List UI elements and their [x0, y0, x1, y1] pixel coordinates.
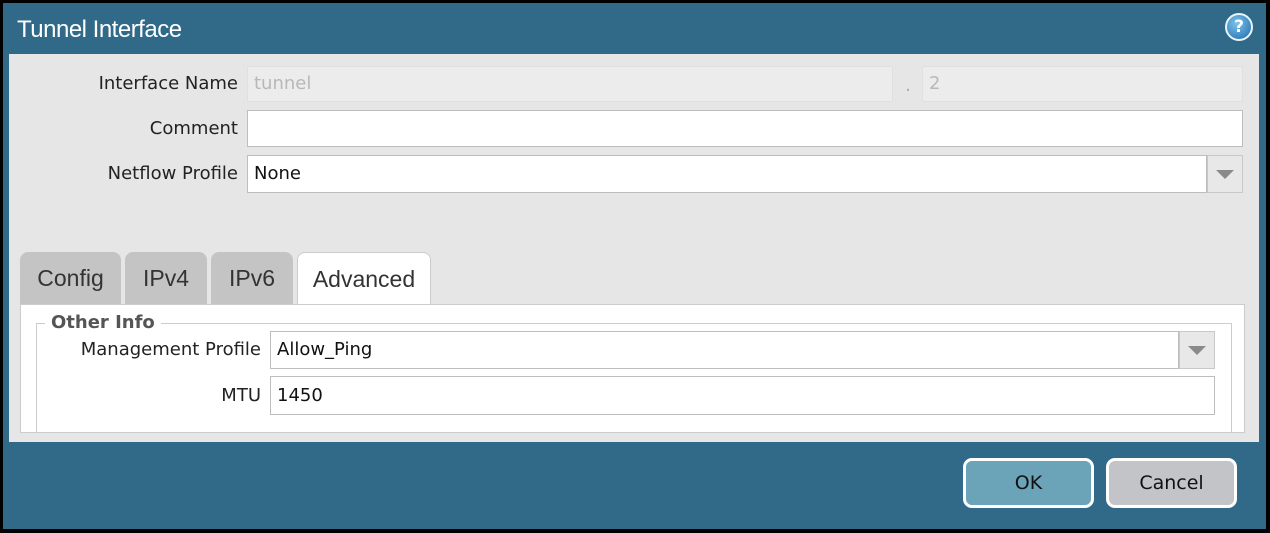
interface-name-separator: .	[905, 75, 911, 96]
comment-input[interactable]	[247, 110, 1243, 147]
dialog-title: Tunnel Interface	[17, 16, 182, 43]
chevron-down-icon[interactable]	[1179, 331, 1215, 369]
tab-content: Other Info Management Profile Allow_Ping…	[20, 304, 1245, 433]
other-info-legend: Other Info	[45, 312, 161, 334]
interface-number-input[interactable]: 2	[922, 66, 1243, 102]
mtu-input[interactable]: 1450	[270, 376, 1215, 415]
mtu-label: MTU	[221, 385, 261, 406]
comment-label: Comment	[149, 118, 238, 139]
other-info-fieldset: Other Info Management Profile Allow_Ping…	[36, 312, 1232, 433]
netflow-profile-label: Netflow Profile	[107, 163, 238, 184]
ok-button[interactable]: OK	[963, 458, 1094, 508]
help-icon[interactable]: ?	[1225, 13, 1253, 41]
chevron-down-icon[interactable]	[1207, 155, 1243, 193]
management-profile-label: Management Profile	[80, 339, 261, 360]
management-profile-select[interactable]: Allow_Ping	[270, 331, 1179, 369]
cancel-button[interactable]: Cancel	[1106, 458, 1237, 508]
tab-ipv6[interactable]: IPv6	[211, 252, 293, 304]
dialog-body: Interface Name tunnel . 2 Comment Netflo…	[9, 54, 1259, 442]
tab-advanced[interactable]: Advanced	[297, 252, 431, 304]
tab-ipv4[interactable]: IPv4	[125, 252, 207, 304]
tunnel-interface-dialog: Tunnel Interface ? Interface Name tunnel…	[3, 3, 1266, 529]
netflow-profile-select[interactable]: None	[247, 155, 1207, 193]
interface-name-input[interactable]: tunnel	[247, 66, 893, 102]
tab-config[interactable]: Config	[20, 252, 121, 304]
interface-name-label: Interface Name	[98, 73, 238, 94]
